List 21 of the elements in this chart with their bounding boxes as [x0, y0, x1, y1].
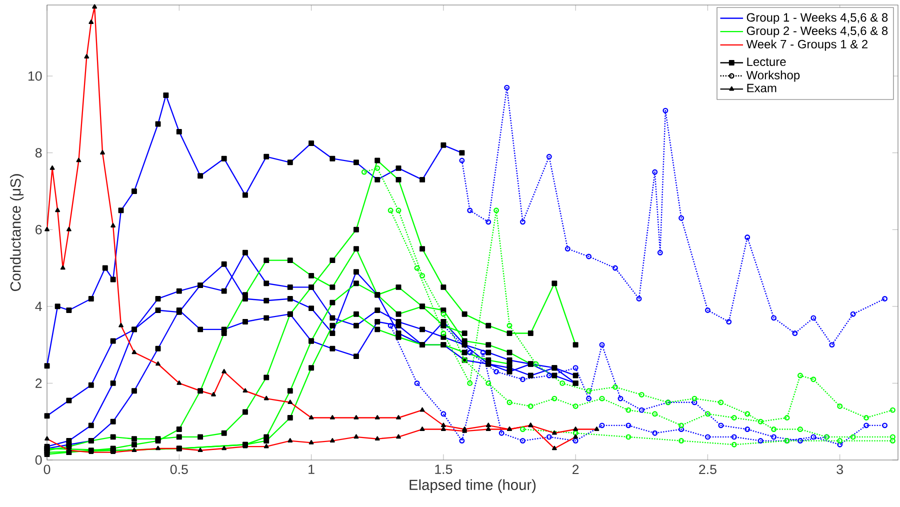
y-tick-label: 6	[36, 224, 42, 234]
y-tick-label: 8	[35, 148, 42, 158]
x-tick-label: 3	[836, 464, 843, 474]
legend-label: Exam	[747, 84, 776, 92]
x-tick-label: 2	[572, 464, 579, 474]
y-tick-label: 10	[28, 71, 42, 81]
x-tick-label: 0.5	[170, 464, 188, 474]
y-tick-label: 2	[36, 378, 42, 388]
x-axis-title: Elapsed time (hour)	[410, 479, 536, 493]
x-tick-label: 0	[44, 464, 50, 474]
y-tick-label: 4	[35, 302, 42, 311]
x-tick-label: 1	[308, 464, 314, 474]
legend-label: Week 7 - Groups 1 & 2	[746, 40, 868, 51]
legend-label: Workshop	[746, 70, 800, 82]
x-tick-label: 1.5	[435, 464, 452, 474]
legend-label: Group 2 - Weeks 4,5,6 & 8	[746, 26, 888, 38]
x-tick-label: 2.5	[699, 464, 716, 474]
y-axis-title: Conductance (μS)	[10, 174, 24, 291]
y-tick-label: 0	[35, 455, 42, 465]
legend-label: Group 1 - Weeks 4,5,6 & 8	[746, 12, 888, 24]
legend-label: Lecture	[747, 58, 786, 66]
